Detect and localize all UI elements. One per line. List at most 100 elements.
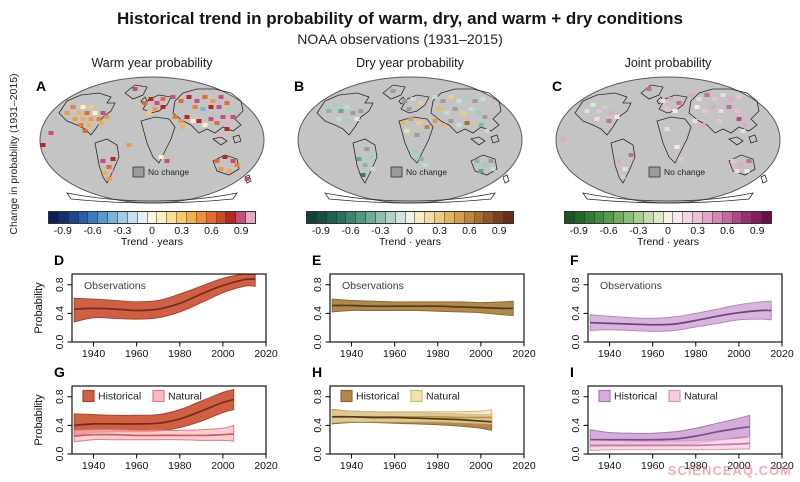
trend-cell xyxy=(132,87,138,91)
uncertainty-band-observations xyxy=(331,298,514,317)
trend-cell xyxy=(208,117,214,121)
trend-cell xyxy=(468,107,474,111)
y-tick-label: 0.4 xyxy=(312,306,324,321)
colorbar-segment xyxy=(683,212,694,223)
trend-cell xyxy=(448,119,454,123)
trend-cell xyxy=(664,127,670,131)
trend-cell xyxy=(226,169,232,173)
trend-cell xyxy=(178,119,184,123)
colorbar-dry: -0.9 -0.6 -0.3 0 0.3 0.6 0.9 Trend · years xyxy=(306,211,514,248)
colorbar-segment xyxy=(405,212,416,223)
colorbar-tick-label: 0.6 xyxy=(720,225,735,237)
colorbar-joint: -0.9 -0.6 -0.3 0 0.3 0.6 0.9 Trend · years xyxy=(564,211,772,248)
trend-cell xyxy=(88,105,94,109)
trend-cell xyxy=(336,117,342,121)
colorbar-tick-label: -0.9 xyxy=(311,225,330,237)
panel-letter-b: B xyxy=(294,78,305,94)
trend-cell xyxy=(210,99,216,103)
legend-label-historical: Historical xyxy=(98,391,141,403)
continent-outline xyxy=(212,136,228,146)
trend-cell xyxy=(194,99,200,103)
panel-letter-a: A xyxy=(36,78,47,94)
colorbar-tick-label: -0.9 xyxy=(569,225,588,237)
y-tick-label: 0.0 xyxy=(570,447,582,462)
colorbar-segment xyxy=(643,212,654,223)
panel-letter-i: I xyxy=(570,364,574,380)
continent-outline xyxy=(658,94,688,114)
colorbar-segment xyxy=(594,212,605,223)
colorbar-segment xyxy=(445,212,455,223)
colorbar-segment xyxy=(366,212,377,223)
legend-label-historical: Historical xyxy=(614,391,657,403)
trend-cell xyxy=(230,115,236,119)
trend-cell xyxy=(106,177,112,181)
uncertainty-band-observations xyxy=(589,300,772,332)
trend-cell xyxy=(106,165,112,169)
colorbar-segment xyxy=(346,212,357,223)
colorbar-segment xyxy=(177,212,188,223)
x-tick-label: 1940 xyxy=(598,460,622,472)
trend-cell xyxy=(80,117,86,121)
y-tick-label: 0.0 xyxy=(570,335,582,350)
colorbar-segment xyxy=(376,212,386,223)
line-chart-dry-historical-natural: 1940 1960 1980 2000 2020 0.0 0.4 0.8 Historical N… xyxy=(312,385,536,472)
trend-cell xyxy=(692,119,698,123)
colorbar-segment xyxy=(565,212,575,223)
trend-cell xyxy=(404,129,410,133)
panel-letter-e: E xyxy=(312,252,322,268)
x-tick-label: 1960 xyxy=(383,348,407,360)
trend-cell xyxy=(360,173,366,177)
trend-cell xyxy=(370,167,376,171)
world-map-dry: No change xyxy=(297,76,523,204)
x-tick-label: 2000 xyxy=(211,460,235,472)
mean-line-historical xyxy=(332,415,492,423)
colorbar-tick-label: 0.6 xyxy=(204,225,219,237)
trend-cell xyxy=(594,117,600,121)
x-tick-label: 2020 xyxy=(512,460,536,472)
line-chart-joint-observations: 1940 1960 1980 2000 2020 0.0 0.4 0.8 Observation… xyxy=(570,273,794,360)
trend-cell xyxy=(464,95,470,99)
trend-cell xyxy=(172,115,178,119)
colorbar-segment xyxy=(742,212,753,223)
x-tick-label: 1940 xyxy=(598,348,622,360)
trend-cell xyxy=(476,111,482,115)
colorbar-segment xyxy=(435,212,446,223)
y-tick-label: 0.8 xyxy=(312,277,324,292)
chart-panel-g: G 1940 1960 1980 2000 2020 0.0 0.4 0.8 Probabili… xyxy=(26,364,278,478)
trend-cell xyxy=(88,117,94,121)
colorbar-tick-label: -0.3 xyxy=(113,225,132,237)
trend-cell xyxy=(716,119,722,123)
panel-letter-f: F xyxy=(570,252,579,268)
trend-cell xyxy=(482,115,488,119)
trend-cell xyxy=(86,123,92,127)
colorbar-segment xyxy=(604,212,615,223)
trend-cell xyxy=(490,167,496,171)
no-change-swatch xyxy=(390,166,403,178)
trend-cell xyxy=(72,117,78,121)
colorbar-segment xyxy=(356,212,367,223)
continent-outline xyxy=(490,134,500,144)
trend-cell xyxy=(448,95,454,99)
colorbar-segment xyxy=(98,212,109,223)
colorbar-segment xyxy=(415,212,426,223)
trend-cell xyxy=(696,97,702,101)
trend-cell xyxy=(712,97,718,101)
mean-line-observations xyxy=(590,309,772,326)
colorbar-tick-label: 0 xyxy=(407,225,413,237)
x-tick-label: 2020 xyxy=(254,348,278,360)
trend-cell xyxy=(186,95,192,99)
continent-outline xyxy=(430,88,502,134)
x-tick-label: 2020 xyxy=(512,348,536,360)
continent-outline xyxy=(656,116,692,164)
world-map-joint: No change xyxy=(555,76,781,204)
mean-line-observations xyxy=(74,278,256,312)
legend-swatch-historical xyxy=(598,389,611,403)
trend-cell xyxy=(674,145,680,149)
continent-outline xyxy=(232,134,242,144)
colorbar-segment xyxy=(395,212,406,223)
trend-cell xyxy=(344,105,350,109)
map-title-warm: Warm year probability xyxy=(91,56,213,70)
colorbar-segment xyxy=(206,212,217,223)
colorbar-segment xyxy=(464,212,475,223)
trend-cell xyxy=(606,119,612,123)
